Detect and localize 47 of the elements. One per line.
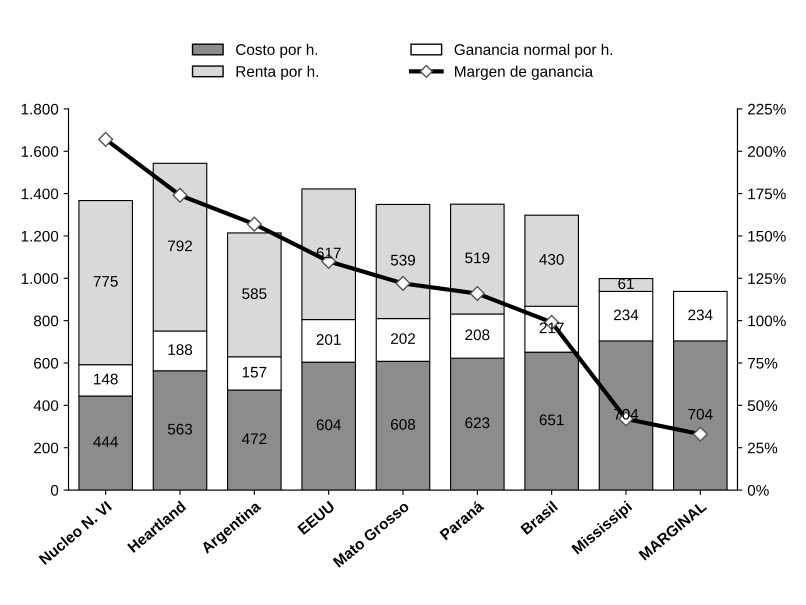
legend-label: Costo por h. [236,44,318,58]
legend-label: Margen de ganancia [455,66,594,80]
data-label: 444 [93,436,118,447]
y-tick-label: 1.800 [22,104,58,115]
y-tick-label: 1.200 [22,230,58,242]
y-tick-label: 1.600 [22,146,58,157]
data-label: 539 [390,254,416,266]
data-label: 623 [465,417,490,428]
y2-tick-label: 200% [748,146,786,157]
data-label: 519 [465,252,490,264]
y-tick-label: 1.000 [22,273,58,284]
y-tick-label: 1.400 [22,188,58,200]
y-tick-label: 0 [50,484,58,496]
data-label: 157 [242,366,266,378]
y2-tick-label: 175% [748,188,786,200]
data-label: 775 [94,276,118,287]
data-label: 651 [540,414,564,426]
y-tick-label: 800 [34,316,58,326]
data-label: 472 [242,433,266,444]
data-label: 148 [94,374,118,384]
data-label: 585 [242,288,266,300]
y-tick-label: 200 [34,442,58,454]
data-label: 202 [391,333,415,344]
y2-tick-label: 75% [748,358,778,369]
data-label: 208 [465,329,490,340]
y-tick-label: 400 [34,400,58,412]
y2-tick-label: 25% [748,442,778,454]
data-label: 430 [539,254,564,265]
data-label: 201 [316,334,341,345]
legend-label: Ganancia normal por h. [454,44,612,58]
y2-tick-label: 50% [748,400,778,412]
data-label: 792 [168,240,192,252]
data-label: 704 [688,408,713,420]
data-label: 563 [168,424,192,435]
data-label: 188 [168,344,192,356]
y2-tick-label: 225% [748,104,786,115]
legend-label: Renta por h. [236,66,318,80]
y2-tick-label: 100% [748,316,786,326]
data-label: 234 [688,309,713,320]
y2-tick-label: 125% [748,273,786,284]
data-label: 604 [316,419,341,430]
data-label: 608 [391,418,416,430]
y2-tick-label: 0% [748,484,769,496]
data-label: 61 [618,278,634,290]
data-label: 234 [614,309,638,320]
y-tick-label: 600 [34,358,58,369]
y2-tick-label: 150% [748,230,786,242]
